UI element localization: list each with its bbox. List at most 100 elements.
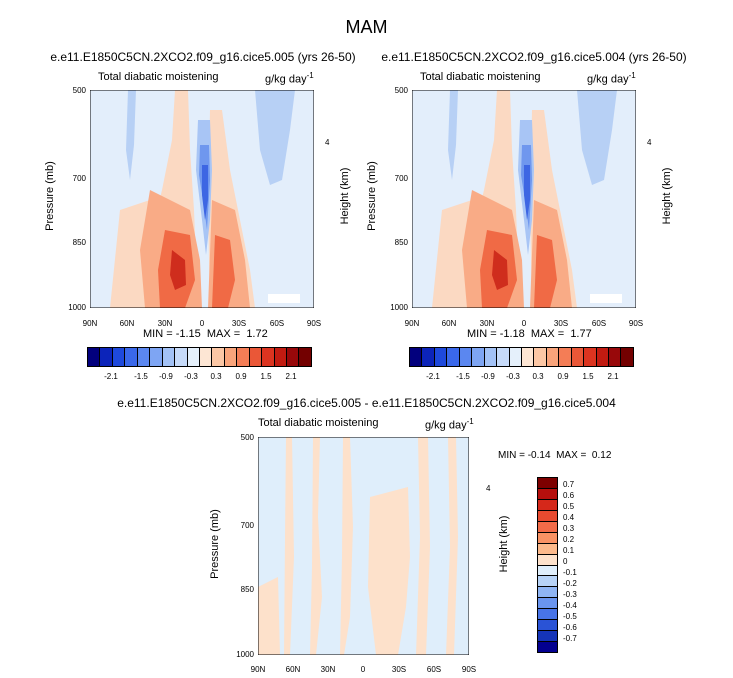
colorbar-swatch <box>520 348 534 366</box>
colorbar-swatch <box>538 542 557 554</box>
panel-3-xtick-60n: 60N <box>285 665 301 674</box>
panel-3-xtick-90s: 90S <box>461 665 477 674</box>
colorbar-swatch <box>248 348 262 366</box>
panel-2-y2tick-4: 4 <box>647 138 652 147</box>
colorbar-swatch <box>223 348 237 366</box>
panel-3-ylabel: Pressure (mb) <box>209 509 221 579</box>
panel-1-blue-column-core <box>202 165 208 220</box>
colorbar-swatch <box>174 348 187 366</box>
panel-2-ytick-850: 850 <box>394 238 408 247</box>
colorbar-swatch <box>124 348 137 366</box>
panel-2-xtick-0: 0 <box>521 319 527 328</box>
panel-3-variable-label: Total diabatic moistening <box>258 417 379 429</box>
panel-2-blue-band-north <box>448 90 458 180</box>
colorbar-3 <box>537 477 558 653</box>
panel-3-units-exponent: -1 <box>466 417 474 426</box>
panel-2-units-exponent: -1 <box>628 71 636 80</box>
colorbar-swatch <box>538 608 557 620</box>
colorbar-1-label-5: 0.3 <box>210 372 222 381</box>
colorbar-swatch <box>273 348 286 366</box>
colorbar-3-label-9: -0.1 <box>563 568 577 577</box>
colorbar-swatch <box>538 630 557 642</box>
panel-3-title: e.e11.E1850C5CN.2XCO2.f09_g16.cice5.005 … <box>117 396 616 410</box>
panel-2-units-text: g/kg day <box>587 73 629 86</box>
panel-1-xtick-30s: 30S <box>231 319 247 328</box>
panel-1-strong-warm-south <box>212 235 235 308</box>
colorbar-swatch <box>236 348 249 366</box>
panel-2-plot <box>412 90 636 308</box>
colorbar-1-label-3: -0.9 <box>159 372 173 381</box>
colorbar-1-label-1: -2.1 <box>104 372 118 381</box>
panel-1-units-text: g/kg day <box>265 73 307 86</box>
panel-3-xtick-0: 0 <box>360 665 366 674</box>
colorbar-swatch <box>538 586 557 598</box>
colorbar-swatch <box>538 478 557 488</box>
colorbar-3-label-3: 0.5 <box>563 502 575 511</box>
panel-2-blue-column-core <box>524 165 530 220</box>
panel-1-ytick-850: 850 <box>72 238 86 247</box>
colorbar-3-label-4: 0.4 <box>563 513 575 522</box>
colorbar-swatch <box>508 348 521 366</box>
colorbar-1-label-8: 2.1 <box>285 372 297 381</box>
colorbar-3-label-12: -0.4 <box>563 601 577 610</box>
panel-1-plot <box>90 90 314 308</box>
panel-1-ytick-1000: 1000 <box>68 303 86 312</box>
panel-1-xtick-90s: 90S <box>306 319 322 328</box>
colorbar-3-label-5: 0.3 <box>563 524 575 533</box>
colorbar-1-label-7: 1.5 <box>260 372 272 381</box>
colorbar-swatch <box>533 348 546 366</box>
colorbar-swatch <box>620 348 633 366</box>
colorbar-swatch <box>286 348 299 366</box>
colorbar-3-label-10: -0.2 <box>563 579 577 588</box>
panel-1-title: e.e11.E1850C5CN.2XCO2.f09_g16.cice5.005 … <box>50 50 356 64</box>
panel-3-xtick-60s: 60S <box>426 665 442 674</box>
colorbar-2-label-8: 2.1 <box>607 372 619 381</box>
panel-2-y2label: Height (km) <box>661 167 673 225</box>
colorbar-3-label-1: 0.7 <box>563 480 575 489</box>
colorbar-3-label-2: 0.6 <box>563 491 575 500</box>
colorbar-swatch <box>471 348 484 366</box>
colorbar-3-label-15: -0.7 <box>563 634 577 643</box>
colorbar-swatch <box>538 509 557 521</box>
colorbar-swatch <box>136 348 150 366</box>
panel-2-xtick-60n: 60N <box>441 319 457 328</box>
panel-3-ytick-700: 700 <box>240 521 254 530</box>
colorbar-1-label-6: 0.9 <box>235 372 247 381</box>
panel-2-ylabel: Pressure (mb) <box>366 161 378 231</box>
colorbar-3-label-7: 0.1 <box>563 546 575 555</box>
panel-2-xtick-90s: 90S <box>628 319 644 328</box>
panel-2-ytick-500: 500 <box>394 86 408 95</box>
panel-1-units-exponent: -1 <box>306 71 314 80</box>
panel-1-xtick-90n: 90N <box>82 319 98 328</box>
panel-1-blue-band-south <box>255 90 295 185</box>
panel-1-units-label: g/kg day-1 <box>265 71 314 86</box>
colorbar-3-label-11: -0.3 <box>563 590 577 599</box>
panel-3-xtick-90n: 90N <box>250 665 266 674</box>
colorbar-swatch <box>538 531 557 543</box>
colorbar-2-label-1: -2.1 <box>426 372 440 381</box>
colorbar-2-label-5: 0.3 <box>532 372 544 381</box>
colorbar-swatch <box>538 641 557 652</box>
colorbar-swatch <box>538 487 557 499</box>
colorbar-swatch <box>211 348 224 366</box>
panel-3-xtick-30n: 30N <box>320 665 336 674</box>
panel-1-xtick-30n: 30N <box>157 319 173 328</box>
panel-2-xtick-30s: 30S <box>553 319 569 328</box>
colorbar-swatch <box>545 348 559 366</box>
panel-2-ytick-1000: 1000 <box>390 303 408 312</box>
panel-1-y2label: Height (km) <box>339 167 351 225</box>
colorbar-swatch <box>161 348 175 366</box>
panel-2-variable-label: Total diabatic moistening <box>420 71 541 83</box>
colorbar-swatch <box>261 348 274 366</box>
colorbar-3-label-6: 0.2 <box>563 535 575 544</box>
panel-1-peak-warm <box>170 250 186 290</box>
colorbar-swatch <box>483 348 497 366</box>
panel-1-blue-band-north <box>126 90 136 180</box>
colorbar-2-label-4: -0.3 <box>506 372 520 381</box>
panel-1-xtick-60s: 60S <box>269 319 285 328</box>
panel-1-xtick-60n: 60N <box>119 319 135 328</box>
colorbar-swatch <box>538 520 557 532</box>
colorbar-swatch <box>538 498 557 510</box>
colorbar-swatch <box>538 564 557 576</box>
panel-1-y2tick-4: 4 <box>325 138 330 147</box>
